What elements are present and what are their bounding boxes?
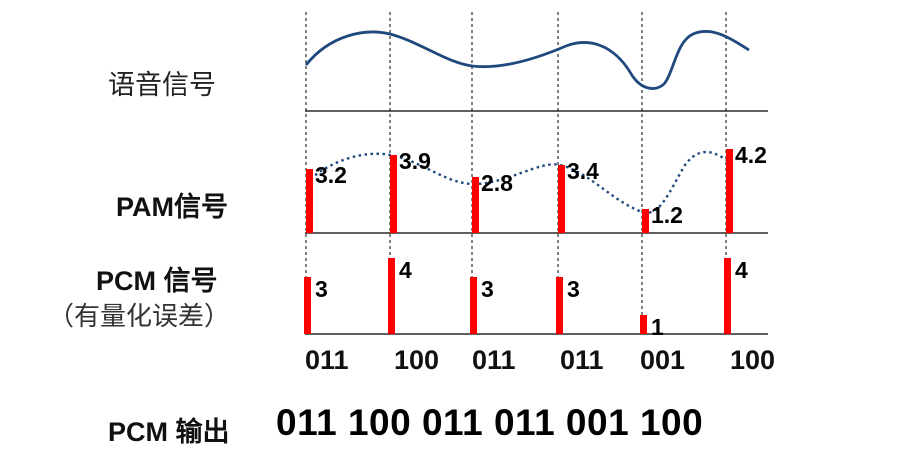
pcm-level-label-5: 1 xyxy=(651,314,664,340)
pam-envelope-curve xyxy=(305,150,727,214)
pam-signal-label: PAM信号 xyxy=(116,192,228,222)
pcm-code-3: 011 xyxy=(472,345,516,375)
sampling-lines xyxy=(305,12,727,334)
pcm-code-2: 100 xyxy=(394,345,440,375)
pcm-level-label-4: 3 xyxy=(567,276,580,302)
pam-bar-4 xyxy=(558,165,565,233)
pcm-output-sequence: 011 100 011 011 001 100 xyxy=(276,402,704,443)
quantization-error-note: （有量化误差） xyxy=(48,302,231,332)
pcm-level-label-6: 4 xyxy=(735,257,748,283)
pam-bar-2 xyxy=(390,155,397,233)
pcm-level-label-2: 4 xyxy=(399,257,412,283)
pcm-code-4: 011 xyxy=(560,345,604,375)
pcm-level-label-3: 3 xyxy=(481,276,494,302)
pcm-code-5: 001 xyxy=(640,345,686,375)
pam-value-label-2: 3.9 xyxy=(399,148,431,174)
pam-value-label-1: 3.2 xyxy=(315,162,347,188)
pcm-bar-2 xyxy=(388,258,395,334)
pcm-signal-label: PCM 信号 xyxy=(96,266,218,296)
pam-bar-6 xyxy=(726,149,733,233)
pam-bars: 3.2 3.9 2.8 3.4 1.2 4.2 xyxy=(306,142,767,233)
pcm-bar-5 xyxy=(640,315,647,334)
pam-bar-1 xyxy=(306,169,313,233)
pam-bar-3 xyxy=(472,177,479,233)
speech-signal-label: 语音信号 xyxy=(108,70,216,101)
pcm-code-1: 011 xyxy=(305,345,349,375)
pcm-bar-1 xyxy=(304,277,311,334)
pcm-bars: 3 4 3 3 1 4 xyxy=(304,257,748,340)
speech-waveform xyxy=(304,30,750,90)
pam-value-label-5: 1.2 xyxy=(651,202,683,228)
pam-bar-5 xyxy=(642,209,649,233)
pam-value-label-3: 2.8 xyxy=(481,170,513,196)
pcm-bar-3 xyxy=(470,277,477,334)
pcm-bar-4 xyxy=(556,277,563,334)
pcm-code-6: 100 xyxy=(730,345,776,375)
pcm-level-label-1: 3 xyxy=(315,276,328,302)
pam-value-label-6: 4.2 xyxy=(735,142,767,168)
pcm-output-label: PCM 输出 xyxy=(108,417,230,447)
pam-value-label-4: 3.4 xyxy=(567,158,599,184)
pcm-bar-6 xyxy=(724,258,731,334)
